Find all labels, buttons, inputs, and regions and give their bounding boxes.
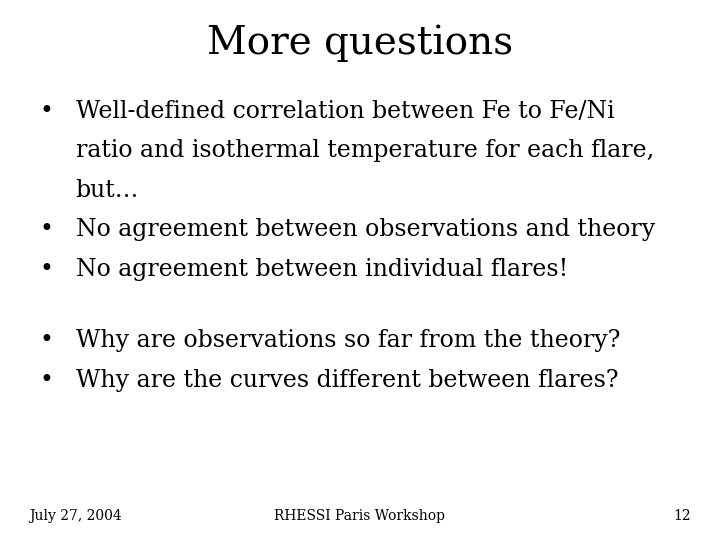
Text: •: • bbox=[40, 258, 53, 281]
Text: •: • bbox=[40, 218, 53, 241]
Text: No agreement between individual flares!: No agreement between individual flares! bbox=[76, 258, 568, 281]
Text: but…: but… bbox=[76, 179, 139, 202]
Text: 12: 12 bbox=[674, 509, 691, 523]
Text: Well-defined correlation between Fe to Fe/Ni: Well-defined correlation between Fe to F… bbox=[76, 100, 614, 123]
Text: Why are the curves different between flares?: Why are the curves different between fla… bbox=[76, 369, 618, 392]
Text: Why are observations so far from the theory?: Why are observations so far from the the… bbox=[76, 329, 620, 353]
Text: RHESSI Paris Workshop: RHESSI Paris Workshop bbox=[274, 509, 446, 523]
Text: July 27, 2004: July 27, 2004 bbox=[29, 509, 122, 523]
Text: ratio and isothermal temperature for each flare,: ratio and isothermal temperature for eac… bbox=[76, 139, 654, 163]
Text: •: • bbox=[40, 100, 53, 123]
Text: •: • bbox=[40, 329, 53, 353]
Text: No agreement between observations and theory: No agreement between observations and th… bbox=[76, 218, 655, 241]
Text: •: • bbox=[40, 369, 53, 392]
Text: More questions: More questions bbox=[207, 24, 513, 62]
